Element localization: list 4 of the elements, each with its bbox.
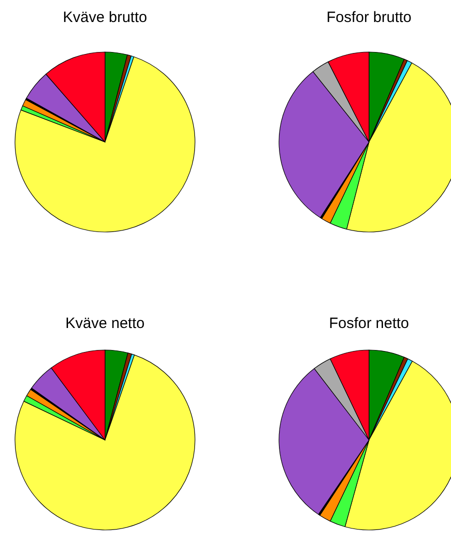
chart-title: Kväve brutto [62, 9, 148, 26]
chart-title: Fosfor netto [328, 315, 410, 332]
chart-title: Kväve netto [65, 315, 145, 332]
chart-title: Fosfor brutto [326, 9, 412, 26]
